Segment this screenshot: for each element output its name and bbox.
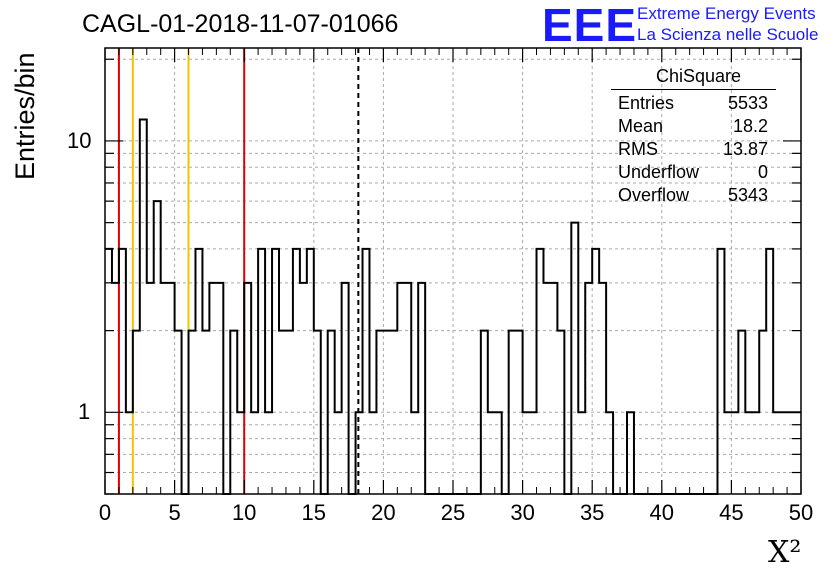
stats-row: RMS 13.87 [611,138,776,161]
stats-value: 0 [757,162,768,182]
y-tick-label: 10 [67,127,92,153]
stats-box: ChiSquare Entries 5533 Mean 18.2 RMS 13.… [611,66,776,207]
x-tick-label: 40 [649,500,675,525]
logo-text-line1: Extreme Energy Events [637,4,816,23]
stats-label: RMS [618,139,658,159]
y-tick-label: 1 [78,399,91,425]
axis-ticks [104,48,802,495]
stats-row: Underflow 0 [611,161,776,184]
x-tick-label: 45 [719,500,744,525]
x-tick-label: 35 [579,500,605,525]
y-axis-label: Entries/bin [10,52,40,180]
x-tick-label: 50 [788,500,814,525]
stats-value: 5533 [727,93,768,113]
x-axis-label: X² [768,535,802,570]
stats-value: 18.2 [732,116,768,136]
stats-divider [611,89,776,90]
stats-value: 13.87 [722,139,768,159]
x-tick-label: 20 [371,500,396,525]
x-tick-label: 25 [440,500,466,525]
x-tick-label: 10 [231,500,257,525]
reference-lines [117,48,360,494]
stats-row: Entries 5533 [611,92,776,115]
stats-value: 5343 [727,185,768,205]
x-tick-label: 30 [510,500,535,525]
stats-title: ChiSquare [655,66,742,86]
x-tick-label: 15 [301,500,327,525]
chart-title: CAGL-01-2018-11-07-01066 [82,10,399,38]
stats-label: Mean [618,116,664,136]
logo-text-line2: La Scienza nelle Scuole [637,25,819,44]
stats-row: Overflow 5343 [611,184,776,207]
stats-row: Mean 18.2 [611,115,776,138]
eee-logo: EEE [542,0,638,51]
x-tick-label: 5 [168,500,181,525]
stats-label: Entries [618,93,675,113]
stats-label: Overflow [618,185,690,205]
x-tick-label: 0 [98,500,112,525]
stats-label: Underflow [618,162,700,182]
